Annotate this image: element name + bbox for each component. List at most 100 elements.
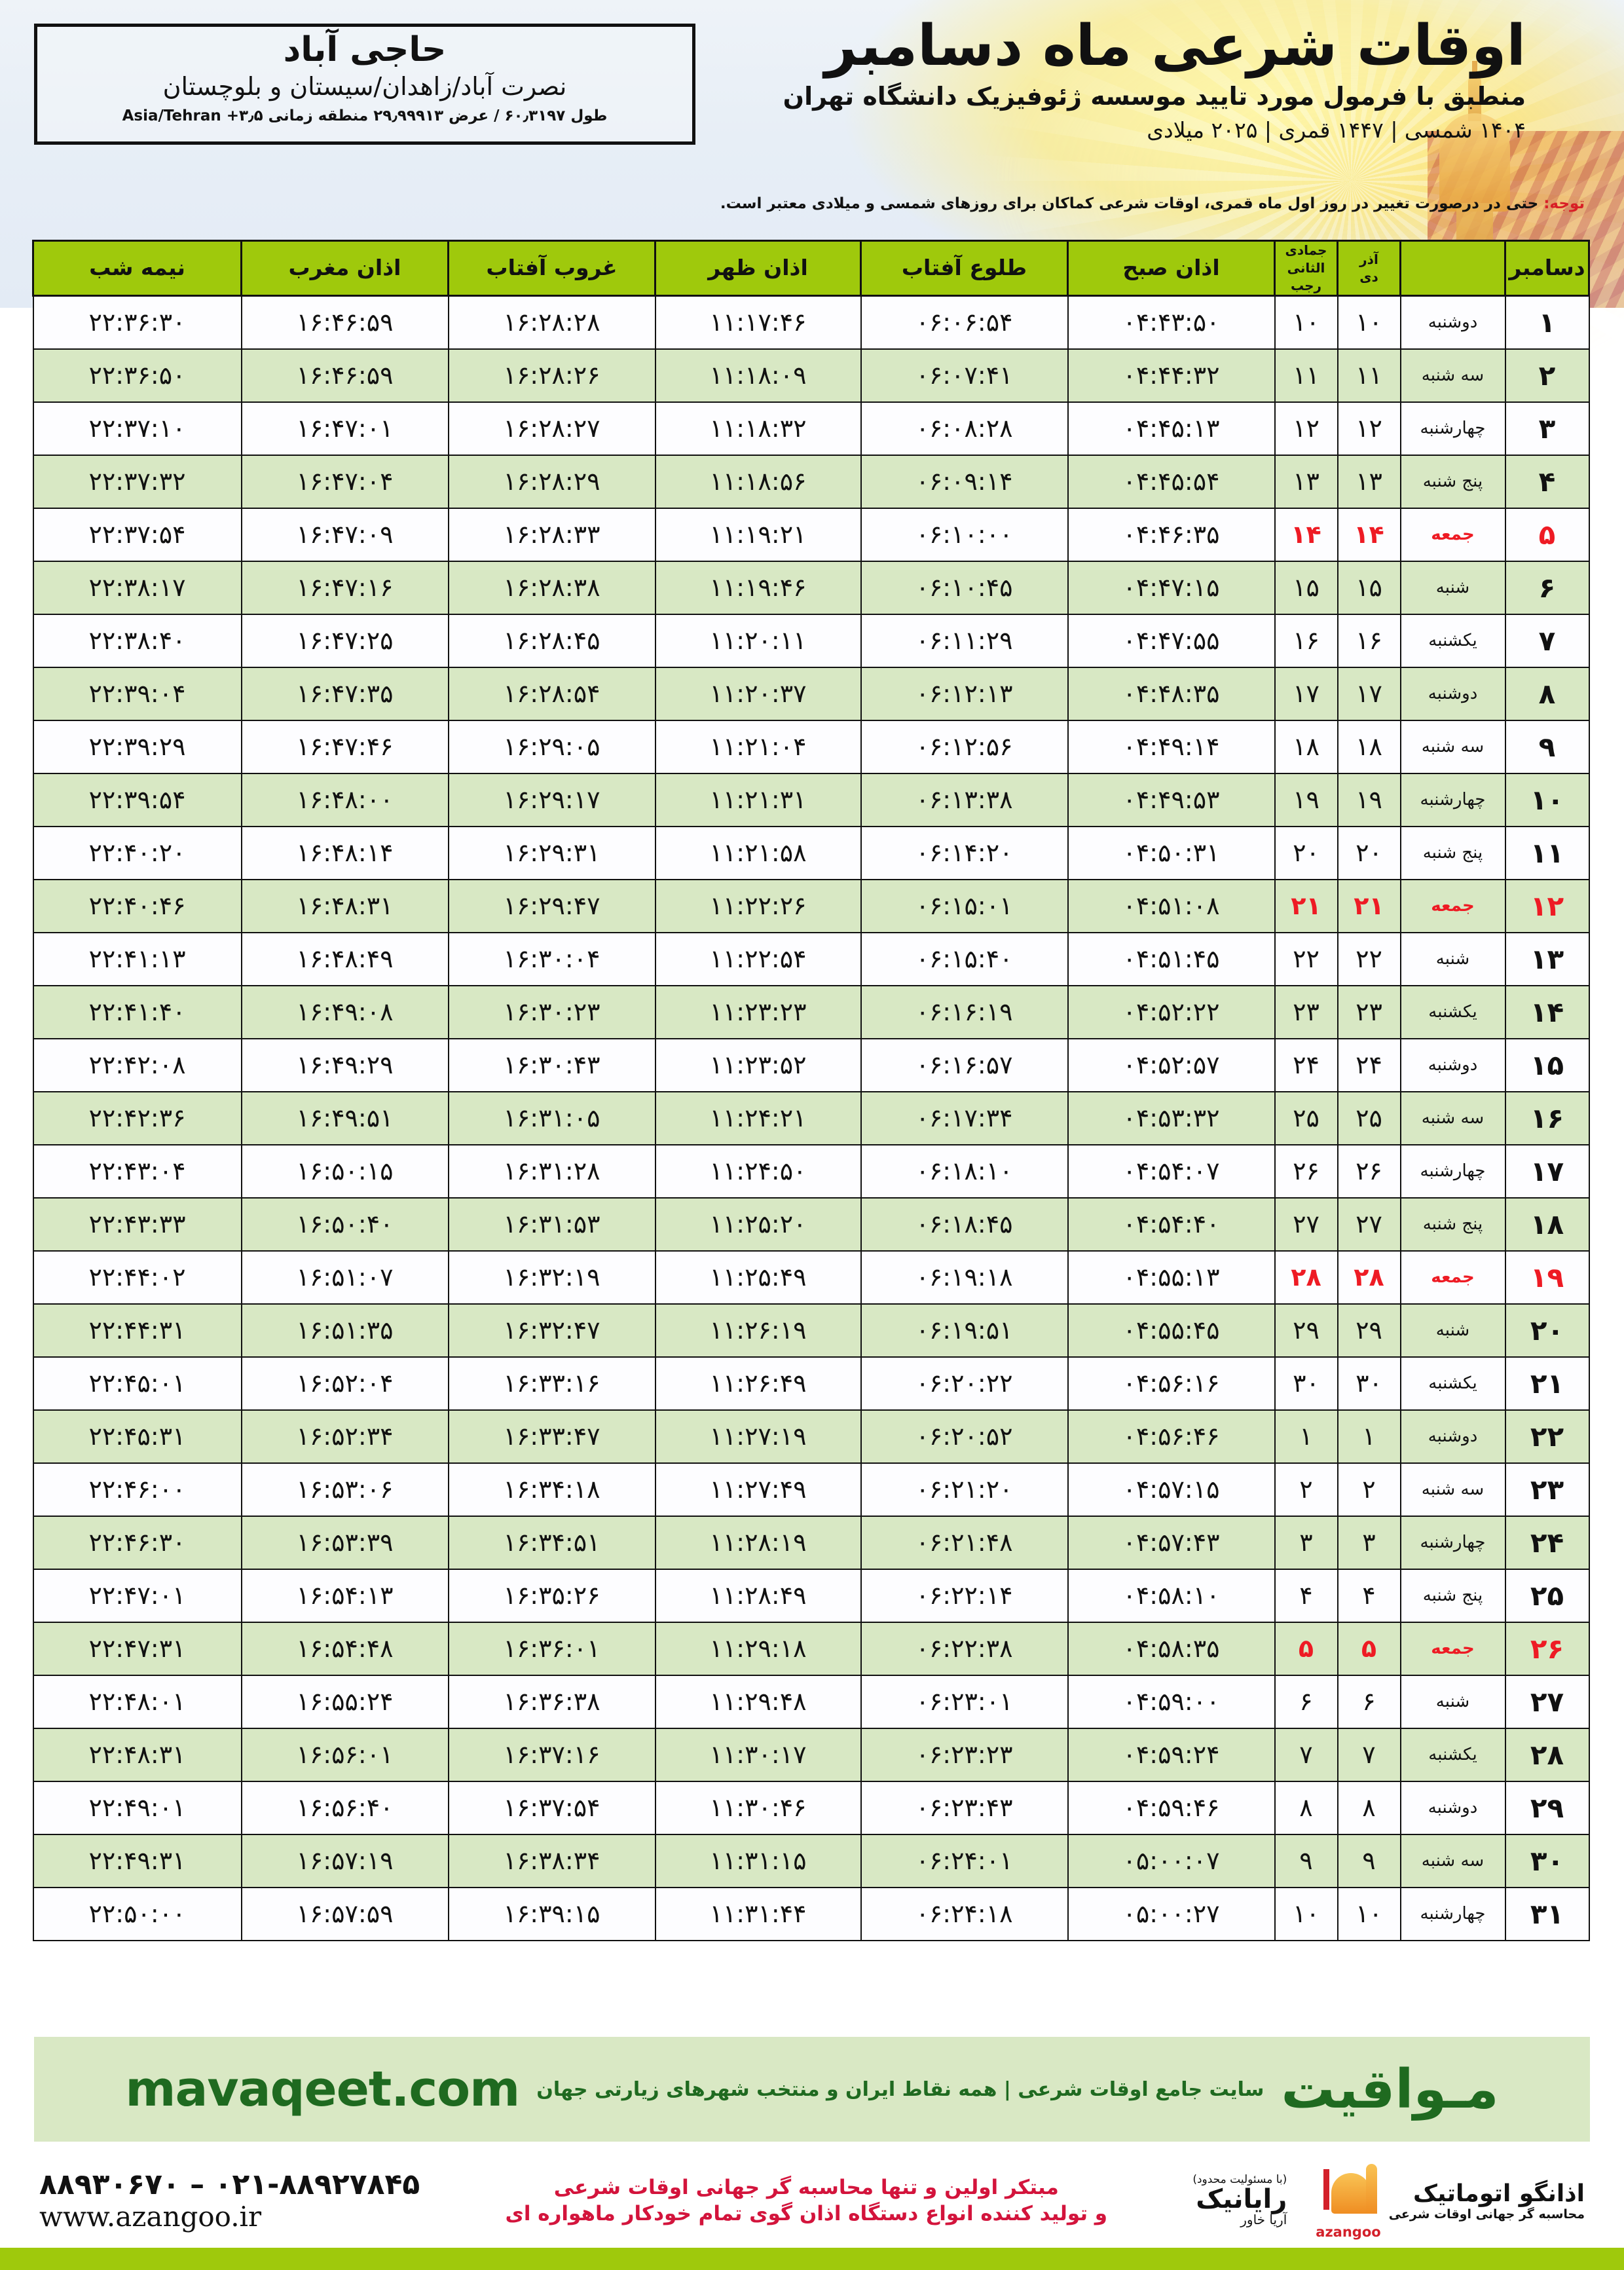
- sunrise-time: ۰۶:۲۱:۲۰: [860, 1462, 1069, 1517]
- weekday-name: پنج شنبه: [1399, 1568, 1506, 1623]
- azangoo-mosque-icon: [1318, 2161, 1381, 2224]
- dhuhr-time: ۱۱:۲۲:۲۶: [654, 878, 862, 933]
- dhuhr-time: ۱۱:۲۸:۴۹: [654, 1568, 862, 1623]
- maghrib-time: ۱۶:۵۴:۱۳: [240, 1568, 449, 1623]
- midnight-time: ۲۲:۳۸:۱۷: [32, 560, 242, 615]
- midnight-time: ۲۲:۳۷:۳۲: [32, 454, 242, 509]
- table-row: ۱ دوشنبه ۱۰ ۱۰ ۰۴:۴۳:۵۰ ۰۶:۰۶:۵۴ ۱۱:۱۷:۴۶ ۱۶:۲۸…: [32, 295, 1590, 350]
- day-number: ۱۲: [1504, 878, 1590, 933]
- day-number: ۱: [1504, 295, 1590, 350]
- table-row: ۱۲ جمعه ۲۱ ۲۱ ۰۴:۵۱:۰۸ ۰۶:۱۵:۰۱ ۱۱:۲۲:۲۶ ۱۶:۲۹:…: [32, 878, 1590, 933]
- dhuhr-time: ۱۱:۲۴:۵۰: [654, 1144, 862, 1199]
- day-number: ۲۱: [1504, 1356, 1590, 1411]
- sunrise-time: ۰۶:۱۱:۲۹: [860, 613, 1069, 668]
- persian-day: ۴: [1337, 1568, 1401, 1623]
- weekday-name: پنج شنبه: [1399, 1197, 1506, 1252]
- rayanik-name: رایانیک: [1196, 2184, 1287, 2215]
- persian-day: ۳: [1337, 1515, 1401, 1570]
- contact-phone[interactable]: ۰۲۱-۸۸۹۲۷۸۴۵ – ۸۸۹۳۰۶۷۰: [39, 2167, 420, 2201]
- sunrise-time: ۰۶:۱۷:۳۴: [860, 1090, 1069, 1145]
- persian-day: ۲۷: [1337, 1197, 1401, 1252]
- col-header-hijri-month: جمادی الثانی رجب: [1274, 240, 1338, 297]
- dhuhr-time: ۱۱:۲۹:۴۸: [654, 1674, 862, 1729]
- weekday-name: شنبه: [1399, 1303, 1506, 1358]
- midnight-time: ۲۲:۴۳:۳۳: [32, 1197, 242, 1252]
- weekday-name: چهارشنبه: [1399, 772, 1506, 827]
- day-number: ۲۵: [1504, 1568, 1590, 1623]
- hijri-day: ۲۲: [1274, 931, 1338, 986]
- note-text: حتی در درصورت تغییر در روز اول ماه قمری،…: [720, 195, 1539, 212]
- midnight-time: ۲۲:۳۹:۲۹: [32, 719, 242, 774]
- maghrib-time: ۱۶:۴۷:۳۵: [240, 666, 449, 721]
- table-row: ۱۱ پنج شنبه ۲۰ ۲۰ ۰۴:۵۰:۳۱ ۰۶:۱۴:۲۰ ۱۱:۲۱:۵۸ ۱۶…: [32, 825, 1590, 880]
- dhuhr-time: ۱۱:۲۱:۳۱: [654, 772, 862, 827]
- fajr-time: ۰۴:۵۶:۱۶: [1067, 1356, 1276, 1411]
- fajr-time: ۰۴:۵۹:۲۴: [1067, 1727, 1276, 1782]
- hijri-day: ۵: [1274, 1621, 1338, 1676]
- day-number: ۶: [1504, 560, 1590, 615]
- fajr-time: ۰۵:۰۰:۲۷: [1067, 1886, 1276, 1941]
- day-number: ۴: [1504, 454, 1590, 509]
- sunrise-time: ۰۶:۱۸:۴۵: [860, 1197, 1069, 1252]
- day-number: ۲۷: [1504, 1674, 1590, 1729]
- day-number: ۲۴: [1504, 1515, 1590, 1570]
- midnight-time: ۲۲:۴۰:۴۶: [32, 878, 242, 933]
- maghrib-time: ۱۶:۴۹:۲۹: [240, 1037, 449, 1092]
- maghrib-time: ۱۶:۵۶:۴۰: [240, 1780, 449, 1835]
- sunset-time: ۱۶:۳۶:۰۱: [447, 1621, 656, 1676]
- weekday-name: سه شنبه: [1399, 719, 1506, 774]
- col-header-december: دسامبر: [1504, 240, 1590, 297]
- persian-day: ۲۶: [1337, 1144, 1401, 1199]
- sunset-time: ۱۶:۲۸:۲۹: [447, 454, 656, 509]
- midnight-time: ۲۲:۴۸:۳۱: [32, 1727, 242, 1782]
- hijri-day: ۲۴: [1274, 1037, 1338, 1092]
- sunrise-time: ۰۶:۱۹:۱۸: [860, 1250, 1069, 1305]
- sunset-time: ۱۶:۳۰:۴۳: [447, 1037, 656, 1092]
- weekday-name: چهارشنبه: [1399, 1144, 1506, 1199]
- sunset-time: ۱۶:۳۲:۱۹: [447, 1250, 656, 1305]
- fajr-time: ۰۴:۴۵:۱۳: [1067, 401, 1276, 456]
- sunrise-time: ۰۶:۰۷:۴۱: [860, 348, 1069, 403]
- weekday-name: دوشنبه: [1399, 1780, 1506, 1835]
- fajr-time: ۰۴:۴۷:۱۵: [1067, 560, 1276, 615]
- sunset-time: ۱۶:۲۹:۱۷: [447, 772, 656, 827]
- sunset-time: ۱۶:۲۸:۳۸: [447, 560, 656, 615]
- fajr-time: ۰۴:۴۹:۱۴: [1067, 719, 1276, 774]
- hijri-day: ۲۱: [1274, 878, 1338, 933]
- day-number: ۱۸: [1504, 1197, 1590, 1252]
- maghrib-time: ۱۶:۵۲:۳۴: [240, 1409, 449, 1464]
- table-row: ۱۵ دوشنبه ۲۴ ۲۴ ۰۴:۵۲:۵۷ ۰۶:۱۶:۵۷ ۱۱:۲۳:۵۲ ۱۶:۳…: [32, 1037, 1590, 1092]
- weekday-name: سه شنبه: [1399, 1462, 1506, 1517]
- dhuhr-time: ۱۱:۱۸:۰۹: [654, 348, 862, 403]
- hijri-day: ۳: [1274, 1515, 1338, 1570]
- table-row: ۱۰ چهارشنبه ۱۹ ۱۹ ۰۴:۴۹:۵۳ ۰۶:۱۳:۳۸ ۱۱:۲۱:۳۱ ۱۶…: [32, 772, 1590, 827]
- dhuhr-time: ۱۱:۲۹:۱۸: [654, 1621, 862, 1676]
- midnight-time: ۲۲:۴۴:۰۲: [32, 1250, 242, 1305]
- sunset-time: ۱۶:۳۷:۵۴: [447, 1780, 656, 1835]
- weekday-name: جمعه: [1399, 507, 1506, 562]
- fajr-time: ۰۴:۴۴:۳۲: [1067, 348, 1276, 403]
- sunrise-time: ۰۶:۱۰:۰۰: [860, 507, 1069, 562]
- sunset-time: ۱۶:۳۰:۰۴: [447, 931, 656, 986]
- azangoo-tagline-fa: محاسبه گر جهانی اوقات شرعی: [1388, 2206, 1585, 2222]
- day-number: ۲۰: [1504, 1303, 1590, 1358]
- table-row: ۲۹ دوشنبه ۸ ۸ ۰۴:۵۹:۴۶ ۰۶:۲۳:۴۳ ۱۱:۳۰:۴۶ ۱۶:۳۷:…: [32, 1780, 1590, 1835]
- weekday-name: دوشنبه: [1399, 1409, 1506, 1464]
- day-number: ۲: [1504, 348, 1590, 403]
- hijri-day: ۲۳: [1274, 984, 1338, 1039]
- contact-website[interactable]: www.azangoo.ir: [39, 2201, 262, 2233]
- mavaqeet-website[interactable]: mavaqeet.com: [125, 2061, 520, 2117]
- midnight-time: ۲۲:۴۹:۳۱: [32, 1833, 242, 1888]
- note-label: توجه:: [1543, 195, 1585, 212]
- midnight-time: ۲۲:۴۰:۲۰: [32, 825, 242, 880]
- dhuhr-time: ۱۱:۱۷:۴۶: [654, 295, 862, 350]
- dhuhr-time: ۱۱:۲۰:۱۱: [654, 613, 862, 668]
- mavaqeet-banner[interactable]: مـواقیت سایت جامع اوقات شرعی | همه نقاط …: [34, 2037, 1590, 2142]
- midnight-time: ۲۲:۴۵:۰۱: [32, 1356, 242, 1411]
- region-name: نصرت آباد/زاهدان/سیستان و بلوچستان: [162, 71, 567, 101]
- day-number: ۱۷: [1504, 1144, 1590, 1199]
- day-number: ۲۹: [1504, 1780, 1590, 1835]
- table-row: ۲ سه شنبه ۱۱ ۱۱ ۰۴:۴۴:۳۲ ۰۶:۰۷:۴۱ ۱۱:۱۸:۰۹ ۱۶:۲…: [32, 348, 1590, 403]
- sunrise-time: ۰۶:۲۱:۴۸: [860, 1515, 1069, 1570]
- fajr-time: ۰۴:۵۱:۴۵: [1067, 931, 1276, 986]
